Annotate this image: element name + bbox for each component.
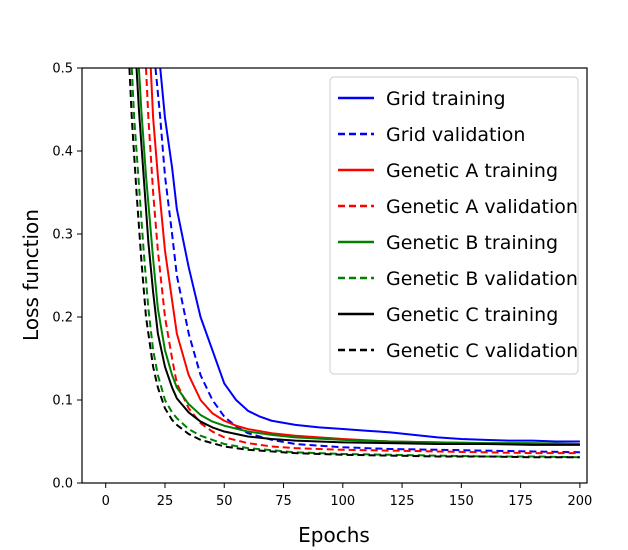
series-line-8	[128, 68, 580, 459]
x-axis-label: Epochs	[298, 523, 370, 547]
y-axis-label: Loss function	[19, 209, 43, 341]
y-tick-label: 0.3	[52, 228, 73, 243]
legend-entry: Genetic C training	[386, 304, 558, 326]
x-axis: 0 25 50 75 100 125 150 175 200	[102, 483, 592, 509]
x-tick-label: 150	[449, 494, 474, 509]
legend-entry: Genetic B validation	[386, 268, 578, 290]
y-tick-label: 0.4	[52, 145, 73, 160]
legend-entry: Genetic A validation	[386, 196, 578, 218]
legend-frame	[329, 76, 579, 375]
legend: Grid training Grid validation Genetic A tr…	[329, 76, 579, 375]
y-tick-label: 0.1	[52, 394, 73, 409]
x-tick-label: 50	[216, 494, 233, 509]
x-tick-label: 100	[330, 494, 355, 509]
series-line-4	[145, 68, 580, 455]
series-line-6	[130, 68, 580, 459]
y-axis: 0.0 0.1 0.2 0.3 0.4 0.5	[52, 62, 82, 492]
legend-entry: Genetic A training	[386, 160, 558, 182]
x-tick-label: 200	[567, 494, 592, 509]
x-tick-label: 175	[508, 494, 533, 509]
series-line-1	[159, 68, 580, 443]
series-layer	[128, 68, 580, 459]
x-tick-label: 75	[275, 494, 292, 509]
x-tick-label: 125	[390, 494, 415, 509]
plot-frame	[81, 67, 588, 484]
legend-entry: Genetic C validation	[386, 340, 578, 362]
y-tick-label: 0.0	[52, 477, 73, 492]
y-tick-label: 0.2	[52, 311, 73, 326]
legend-entry: Grid validation	[386, 124, 525, 146]
series-line-5	[137, 68, 580, 445]
legend-entry: Genetic B training	[386, 232, 558, 254]
y-tick-label: 0.5	[52, 62, 73, 77]
legend-entry: Grid training	[386, 88, 506, 110]
x-tick-label: 25	[157, 494, 174, 509]
x-tick-label: 0	[102, 494, 110, 509]
series-line-7	[135, 68, 580, 446]
